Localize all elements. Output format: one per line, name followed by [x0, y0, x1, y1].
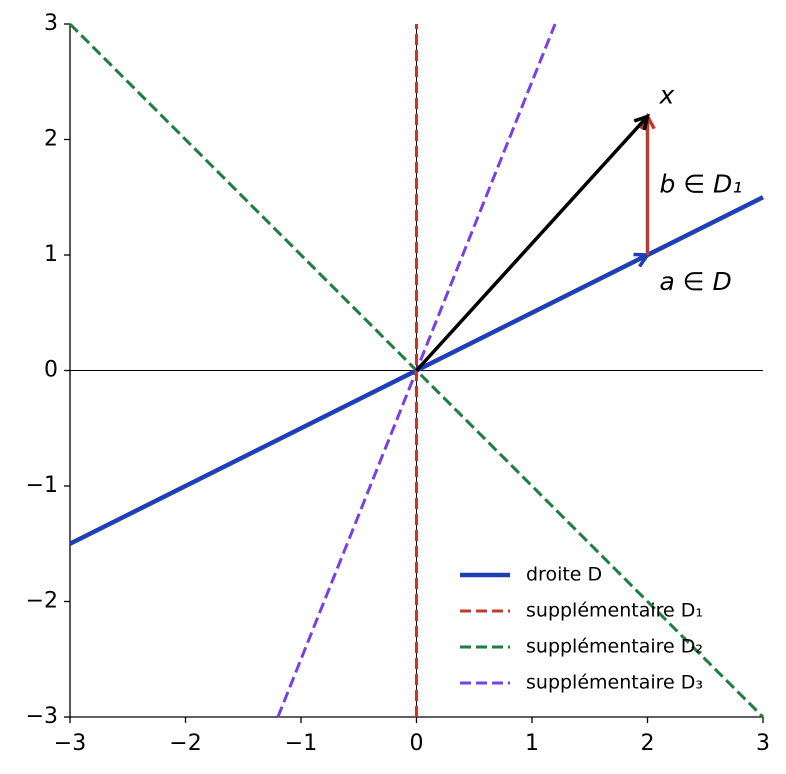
arrow-head	[633, 113, 650, 131]
x-tick-label: 1	[525, 731, 539, 756]
vector-label: b ∈ D₁	[660, 170, 743, 199]
legend-label: supplémentaire D₃	[526, 672, 703, 694]
y-tick-label: 0	[44, 358, 58, 383]
x-tick-label: 2	[641, 731, 655, 756]
vector	[415, 253, 649, 373]
x-tick-label: −1	[285, 731, 317, 756]
vector-label: a ∈ D	[660, 267, 732, 296]
legend-label: droite D	[526, 564, 602, 586]
x-tick-label: −2	[169, 731, 201, 756]
y-tick-label: −2	[26, 589, 58, 614]
y-tick-label: 2	[44, 127, 58, 152]
x-tick-label: 0	[410, 731, 424, 756]
y-tick-label: −1	[26, 473, 58, 498]
vector	[415, 115, 649, 372]
legend-label: supplémentaire D₁	[526, 600, 703, 622]
vector-label: x	[659, 80, 675, 109]
legend-label: supplémentaire D₂	[526, 636, 703, 658]
x-tick-label: −3	[54, 731, 86, 756]
y-tick-label: 3	[44, 11, 58, 36]
x-tick-label: 3	[756, 731, 770, 756]
y-tick-label: 1	[44, 242, 58, 267]
y-tick-label: −3	[26, 704, 58, 729]
